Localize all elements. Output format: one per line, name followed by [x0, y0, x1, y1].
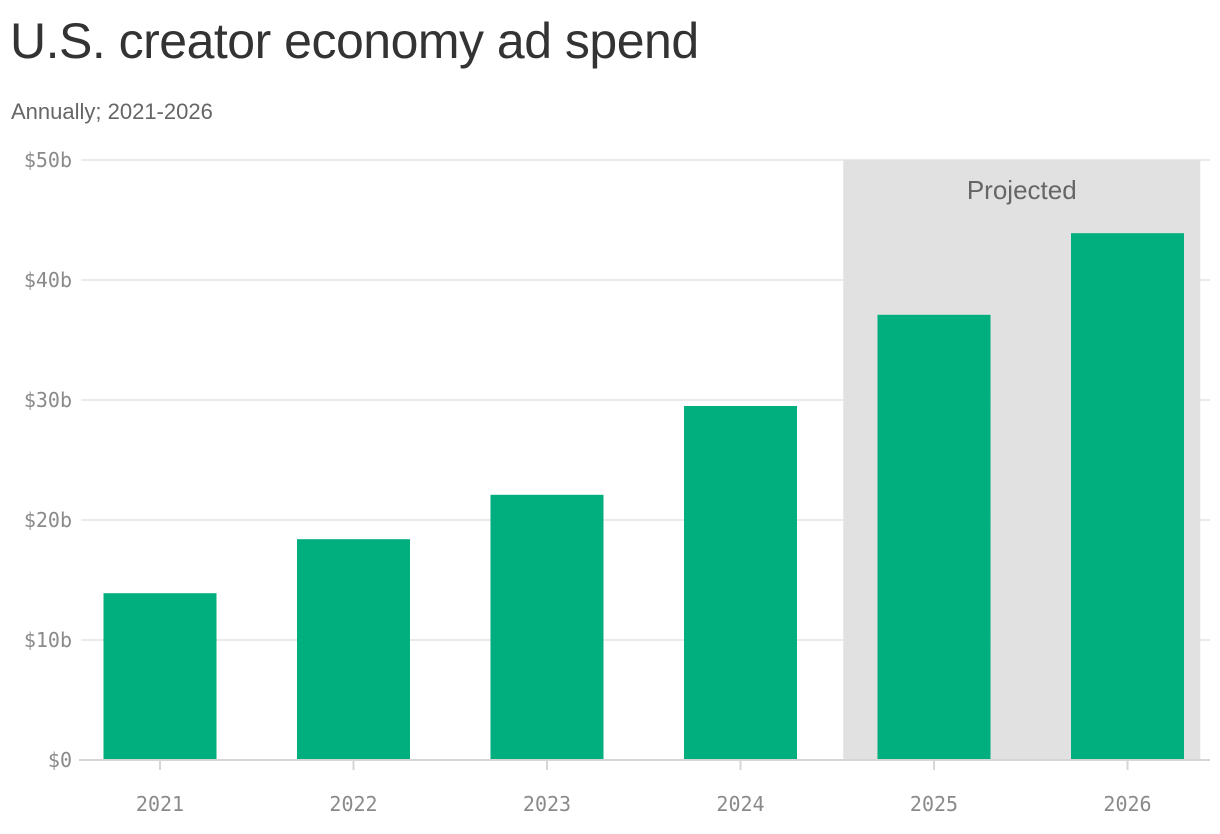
- bar-2023: [490, 494, 604, 760]
- y-tick-label: $20b: [24, 508, 72, 532]
- chart-subtitle: Annually; 2021-2026: [11, 99, 213, 124]
- y-tick-label: $0: [48, 748, 72, 772]
- x-tick-label: 2021: [136, 792, 184, 816]
- bar-2024: [684, 406, 797, 760]
- x-tick-label: 2024: [716, 792, 764, 816]
- x-tick-label: 2023: [523, 792, 571, 816]
- y-tick-label: $30b: [24, 388, 72, 412]
- x-tick-label: 2025: [910, 792, 958, 816]
- projected-label: Projected: [967, 175, 1077, 205]
- bar-2026: [1071, 233, 1184, 760]
- chart-title: U.S. creator economy ad spend: [10, 13, 699, 69]
- y-tick-label: $40b: [24, 268, 72, 292]
- y-tick-label: $50b: [24, 148, 72, 172]
- y-tick-label: $10b: [24, 628, 72, 652]
- bar-2022: [297, 539, 410, 760]
- bar-2021: [103, 593, 217, 760]
- bar-2025: [877, 314, 991, 760]
- x-tick-label: 2026: [1103, 792, 1151, 816]
- x-tick-label: 2022: [329, 792, 377, 816]
